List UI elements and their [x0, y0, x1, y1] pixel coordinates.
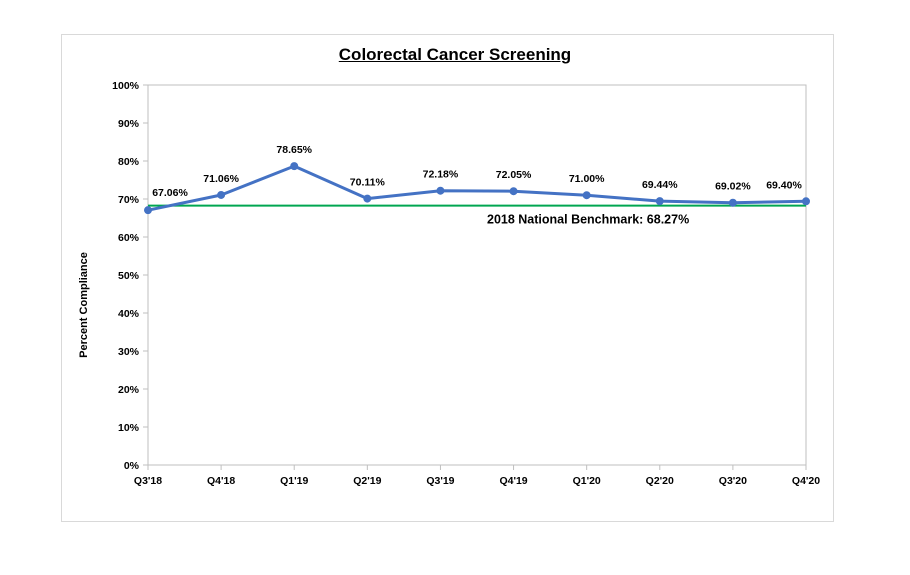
y-tick-label: 50% [118, 270, 140, 282]
x-tick-label: Q1'19 [280, 475, 308, 487]
data-label: 69.44% [642, 179, 678, 191]
data-label: 69.02% [715, 181, 751, 193]
data-label: 71.00% [569, 173, 605, 185]
data-point [509, 187, 518, 196]
series-line [147, 164, 807, 212]
x-tick-label: Q4'19 [499, 475, 527, 487]
x-tick-label: Q2'20 [646, 475, 674, 487]
data-point [290, 162, 299, 171]
data-point [582, 191, 591, 200]
data-label: 78.65% [276, 144, 312, 156]
y-tick-label: 100% [112, 80, 140, 92]
x-tick-label: Q4'18 [207, 475, 235, 487]
y-tick-label: 80% [118, 156, 140, 168]
data-point [144, 206, 152, 215]
y-tick-label: 10% [118, 422, 140, 434]
data-label: 69.40% [766, 179, 802, 191]
data-point [217, 190, 226, 199]
chart-title: Colorectal Cancer Screening [338, 45, 572, 64]
y-tick-label: 20% [118, 384, 140, 396]
y-tick-label: 40% [118, 308, 140, 320]
benchmark-label: 2018 National Benchmark: 68.27% [487, 213, 689, 227]
x-tick-label: Q3'20 [719, 475, 747, 487]
y-tick-label: 60% [118, 232, 140, 244]
data-point [728, 198, 737, 207]
x-tick-label: Q2'19 [353, 475, 381, 487]
data-point [655, 197, 664, 206]
y-tick-label: 70% [118, 194, 140, 206]
data-label: 72.18% [423, 169, 459, 181]
data-point [436, 186, 445, 195]
x-tick-label: Q3'18 [134, 475, 162, 487]
x-tick-label: Q1'20 [573, 475, 601, 487]
data-label: 70.11% [350, 177, 386, 189]
data-label: 71.06% [203, 173, 239, 185]
y-tick-label: 30% [118, 346, 140, 358]
plot-area [147, 84, 807, 466]
y-tick-label: 90% [118, 118, 140, 130]
data-label: 67.06% [152, 187, 188, 199]
data-point [363, 194, 372, 203]
data-label: 72.05% [496, 169, 532, 181]
y-tick-label: 0% [124, 460, 140, 472]
data-point [802, 197, 810, 206]
x-tick-label: Q3'19 [426, 475, 454, 487]
x-tick-label: Q4'20 [792, 475, 820, 487]
chart-frame [61, 34, 834, 522]
